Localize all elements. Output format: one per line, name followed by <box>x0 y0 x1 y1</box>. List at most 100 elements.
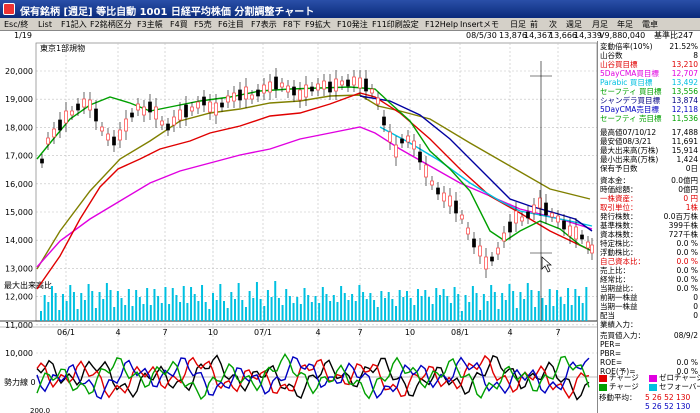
candle-body <box>442 192 446 202</box>
volume-bar <box>80 293 83 321</box>
volume-bar <box>453 287 456 321</box>
toolbar-button-1[interactable]: List <box>38 20 52 29</box>
toolbar-button-16[interactable]: 前 <box>530 20 538 29</box>
panel-row-fund-5: 基準株数： 399千株 <box>600 221 698 230</box>
candle-body <box>238 89 242 101</box>
volume-bar <box>266 290 269 321</box>
volume-bar <box>102 299 105 321</box>
toolbar-button-15[interactable]: 日足 <box>510 20 526 29</box>
candle-body <box>382 116 386 126</box>
toolbar-button-17[interactable]: 次 <box>549 20 557 29</box>
toolbar-button-7[interactable]: F6注目 <box>218 20 244 29</box>
volume-bar <box>486 301 489 321</box>
volume-bar <box>563 304 566 321</box>
candle-body <box>304 84 308 98</box>
sector-label: 東京1部規物 <box>40 43 85 53</box>
volume-bar <box>556 290 559 321</box>
x-axis-label: 08/1 <box>451 328 469 337</box>
toolbar-button-4[interactable]: F3主帳 <box>137 20 163 29</box>
volume-bar <box>296 297 299 321</box>
panel-label: 保有予日数 <box>600 164 638 173</box>
candle-body <box>394 144 398 158</box>
volume-bar <box>226 308 229 321</box>
candle-body <box>460 214 464 220</box>
momentum-line-green <box>36 352 590 401</box>
candle-body <box>526 211 530 219</box>
volume-bar <box>548 289 551 321</box>
volume-bar <box>321 287 324 321</box>
candle-body <box>274 76 278 90</box>
candle-body <box>112 136 116 146</box>
y-axis-label: 17,000 <box>5 152 33 161</box>
volume-bar <box>369 293 372 321</box>
volume-bar <box>395 306 398 321</box>
quote-high: 14,367 <box>524 31 552 40</box>
toolbar-button-5[interactable]: F4買 <box>170 20 188 29</box>
candle-body <box>364 78 368 92</box>
panel-label: 前期一株益 <box>600 293 638 302</box>
y-axis-label: 16,000 <box>5 180 33 189</box>
chart-canvas[interactable]: 20,000 19,000 18,000 17,000 16,000 15,000 14,0… <box>0 41 598 413</box>
volume-bar <box>241 300 244 321</box>
candle-body <box>358 77 362 89</box>
toolbar-button-3[interactable]: F2銘柄区分 <box>90 20 132 29</box>
volume-bar <box>413 305 416 321</box>
candle-body <box>262 84 266 94</box>
volume-bar <box>343 293 346 321</box>
volume-bar <box>431 304 434 321</box>
candle-body <box>418 151 422 163</box>
toolbar-button-11[interactable]: F10発注 <box>337 20 368 29</box>
y-axis-label: 20,000 <box>5 67 33 76</box>
candle-body <box>46 137 50 145</box>
candle-body <box>448 195 452 207</box>
panel-label: 浮動株比： <box>600 248 638 257</box>
volume-bar <box>190 287 193 321</box>
toolbar-button-0[interactable]: Esc/終 <box>4 20 29 29</box>
y-axis-label: 18,000 <box>5 123 33 132</box>
panel-label: 配当 <box>600 311 615 320</box>
toolbar-button-14[interactable]: Insertメモ <box>460 20 499 29</box>
volume-bar <box>274 281 277 321</box>
volume-bar <box>482 294 485 321</box>
toolbar-button-10[interactable]: F9拡大 <box>305 20 331 29</box>
volume-bar <box>116 291 119 321</box>
volume-bar <box>277 298 280 321</box>
toolbar-button-20[interactable]: 年足 <box>617 20 633 29</box>
panel-row-fund-13: 前期一株益 0 <box>600 293 698 302</box>
x-axis-label: 7 <box>162 328 167 337</box>
toolbar-button-18[interactable]: 週足 <box>566 20 582 29</box>
panel-label: 5DayCMA買目標 <box>600 69 659 78</box>
candle-body <box>148 101 152 113</box>
panel-value: 13,556 <box>671 87 698 96</box>
toolbar-button-9[interactable]: F8下 <box>283 20 301 29</box>
candle-body <box>214 102 218 116</box>
toolbar-button-8[interactable]: F7表示 <box>251 20 277 29</box>
candle-body <box>328 81 332 93</box>
candle-body <box>226 95 230 103</box>
panel-row-mid-0: 最高値07/10/12 17,488 <box>600 128 698 137</box>
volume-bar <box>182 286 185 321</box>
candle-body <box>590 244 594 254</box>
ma-label: 移動平均： <box>599 393 637 402</box>
panel-row-fund-12: 当期益比： 0.0 % <box>600 284 698 293</box>
volume-bar <box>545 305 548 321</box>
toolbar-button-13[interactable]: F12Help <box>425 20 459 29</box>
volume-bar <box>402 297 405 321</box>
toolbar-button-21[interactable]: 電卓 <box>642 20 658 29</box>
window-titlebar: 保有銘柄 [週足] 等比自動 1001 日経平均株価 分割調整チャート <box>0 0 700 18</box>
toolbar-button-19[interactable]: 月足 <box>592 20 608 29</box>
candle-body <box>346 79 350 87</box>
volume-bar <box>515 308 518 321</box>
toolbar-button-6[interactable]: F5売 <box>194 20 212 29</box>
toolbar-button-12[interactable]: F11印刷設定 <box>372 20 419 29</box>
y-axis-label: 13,000 <box>5 264 33 273</box>
volume-bar <box>567 288 570 321</box>
quote-ratio: 基準比247 <box>654 31 694 40</box>
volume-bar <box>438 295 441 321</box>
toolbar-button-2[interactable]: F1記入 <box>61 20 87 29</box>
stock-chart[interactable]: 20,000 19,000 18,000 17,000 16,000 15,000 14,0… <box>0 41 610 413</box>
momentum-line-blue <box>36 355 590 400</box>
panel-value: 08/9/2 <box>673 331 698 340</box>
volume-bar <box>131 306 134 321</box>
panel-row-top-3: 5DayCMA買目標 12,707 <box>600 69 698 78</box>
